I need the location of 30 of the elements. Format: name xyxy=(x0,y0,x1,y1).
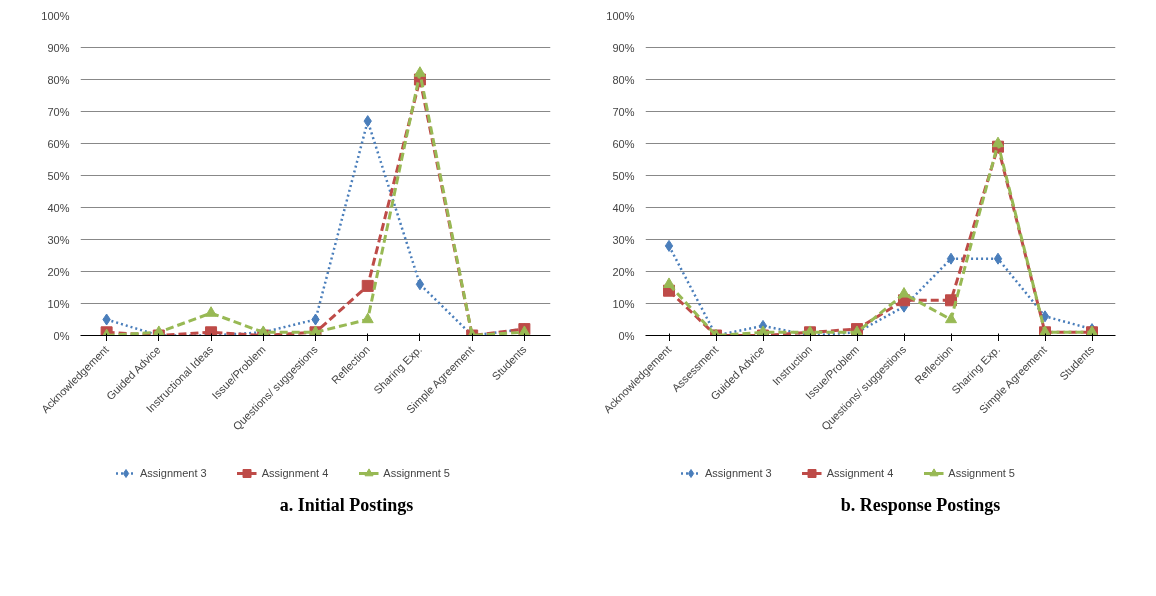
y-tick-label: 0% xyxy=(618,329,635,342)
legend-label: Assignment 3 xyxy=(140,467,207,479)
y-tick-label: 20% xyxy=(612,265,635,278)
y-tick-label: 50% xyxy=(47,169,70,182)
y-tick-label: 60% xyxy=(612,137,635,150)
y-tick-label: 70% xyxy=(612,105,635,118)
y-tick-label: 40% xyxy=(612,201,635,214)
y-tick-label: 80% xyxy=(47,73,70,86)
y-tick-label: 100% xyxy=(41,9,70,22)
legend-label: Assignment 5 xyxy=(948,467,1015,479)
y-tick-label: 30% xyxy=(47,233,70,246)
y-tick-label: 20% xyxy=(47,265,70,278)
y-tick-label: 60% xyxy=(47,137,70,150)
text: b. Response Postings xyxy=(840,494,1001,515)
legend-label: Assignment 5 xyxy=(383,467,450,479)
y-tick-label: 90% xyxy=(612,41,635,54)
y-tick-label: 10% xyxy=(47,297,70,310)
text: a. Initial Postings xyxy=(279,494,414,515)
y-tick-label: 70% xyxy=(47,105,70,118)
y-tick-label: 40% xyxy=(47,201,70,214)
y-tick-label: 10% xyxy=(612,297,635,310)
y-tick-label: 100% xyxy=(606,9,635,22)
legend-label: Assignment 4 xyxy=(261,467,329,479)
legend-label: Assignment 4 xyxy=(826,467,894,479)
y-tick-label: 30% xyxy=(612,233,635,246)
y-tick-label: 80% xyxy=(612,73,635,86)
y-tick-label: 90% xyxy=(47,41,70,54)
y-tick-label: 0% xyxy=(53,329,70,342)
y-tick-label: 50% xyxy=(612,169,635,182)
legend-label: Assignment 3 xyxy=(705,467,772,479)
